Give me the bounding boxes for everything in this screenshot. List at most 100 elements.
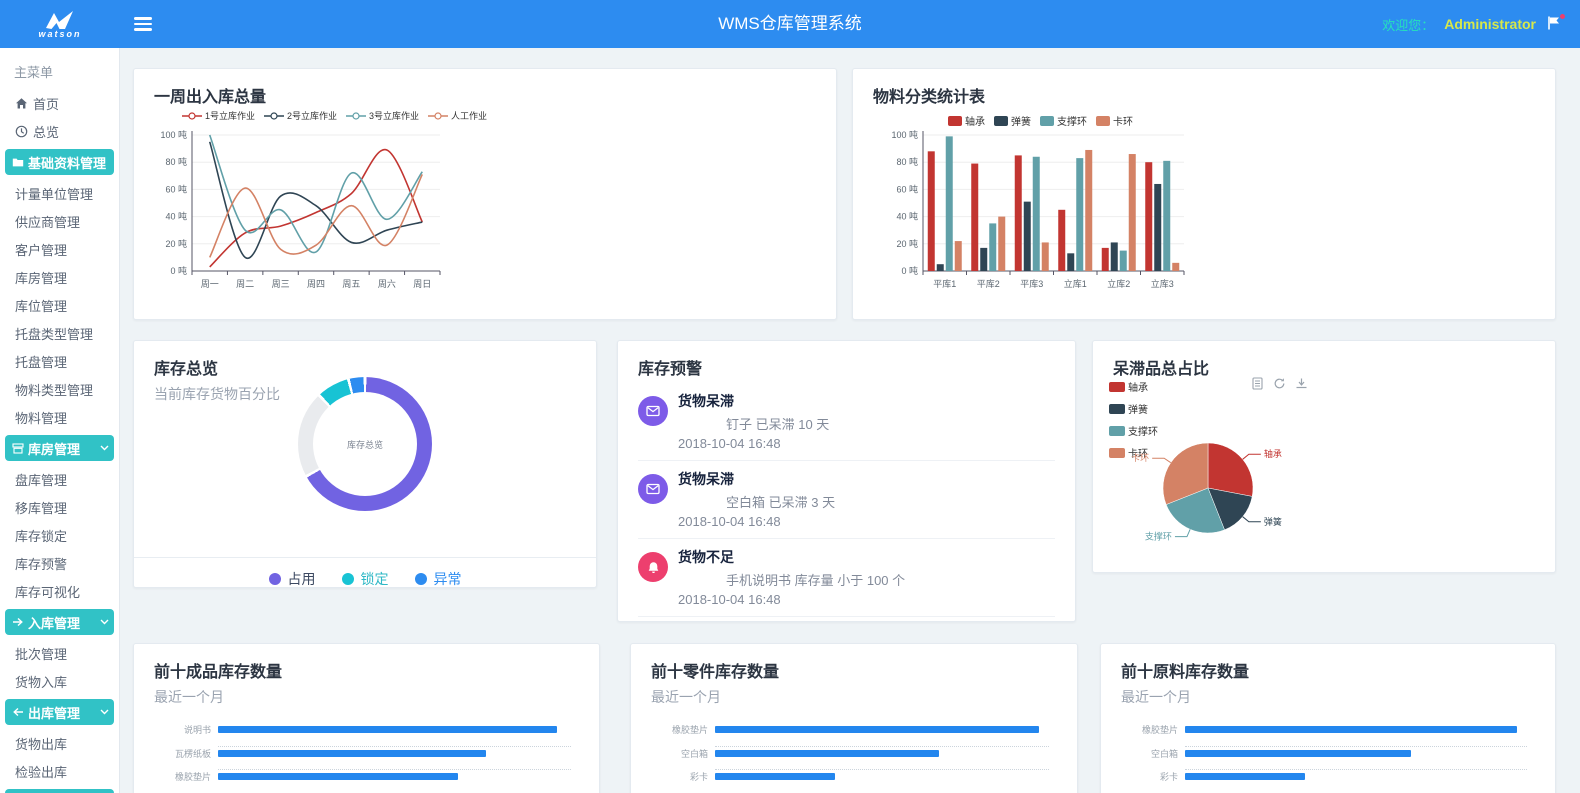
top-finished-title: 前十成品库存数量 <box>154 664 283 681</box>
weekly-io-line-chart: 0 吨 20 吨 40 吨 60 吨 80 吨 100 吨周一 周二 周三 周四 周五 周六 周日 <box>160 129 441 289</box>
legend-item-abnormal[interactable]: 异常 <box>414 569 462 587</box>
alert-title: 货物呆滞 <box>678 471 734 487</box>
abnormal-label: 异常 <box>433 571 462 587</box>
legend-swatch <box>1040 115 1054 126</box>
sidebar-item-next-section[interactable] <box>5 789 114 793</box>
hbar-row: 空白箱 <box>651 747 1057 770</box>
svg-text:立库1: 立库1 <box>1064 278 1087 289</box>
sidebar-item-outbound-section[interactable]: 出库管理 <box>5 699 114 725</box>
chevron-down-icon <box>100 709 109 715</box>
sidebar-item-material-mgmt[interactable]: 物料管理 <box>0 403 119 431</box>
sidebar-item-goods-inbound[interactable]: 货物入库 <box>0 667 119 695</box>
hbar-bar <box>1185 726 1517 733</box>
legend-label: 人工作业 <box>451 111 488 121</box>
sidebar-item-supplier-mgmt[interactable]: 供应商管理 <box>0 207 119 235</box>
svg-text:60 吨: 60 吨 <box>165 183 187 194</box>
legend-item[interactable]: 人工作业 <box>428 109 487 122</box>
mail-icon <box>638 474 668 504</box>
sidebar-item-label: 库存可视化 <box>15 584 81 600</box>
card-top-raw: 前十原料库存数量 最近一个月 橡胶垫片空白箱彩卡说明书 <box>1100 643 1556 793</box>
sidebar-item-check-outbound[interactable]: 检验出库 <box>0 757 119 785</box>
locked-label: 锁定 <box>360 571 389 587</box>
logo[interactable]: watson <box>0 0 120 48</box>
legend-item-occupied[interactable]: 占用 <box>268 569 316 587</box>
sidebar-item-move-mgmt[interactable]: 移库管理 <box>0 493 119 521</box>
sidebar-item-batch-mgmt[interactable]: 批次管理 <box>0 639 119 667</box>
legend-item[interactable]: 支撑环 <box>1109 423 1158 438</box>
sidebar-item-unit-mgmt[interactable]: 计量单位管理 <box>0 179 119 207</box>
legend-label: 弹簧 <box>1011 117 1031 128</box>
legend-item[interactable]: 弹簧 <box>994 113 1031 128</box>
sidebar-item-stock-lock[interactable]: 库存锁定 <box>0 521 119 549</box>
legend-item[interactable]: 轴承 <box>1109 379 1148 394</box>
legend-item[interactable]: 2号立库作业 <box>264 109 337 122</box>
restore-icon[interactable] <box>1273 377 1286 390</box>
svg-text:弹簧: 弹簧 <box>1264 516 1282 527</box>
legend-marker-icon <box>428 111 449 120</box>
sidebar-item-material-type-mgmt[interactable]: 物料类型管理 <box>0 375 119 403</box>
alert-timestamp: 2018-10-04 16:48 <box>678 514 781 529</box>
sidebar-item-base-data[interactable]: 基础资料管理 <box>5 149 114 175</box>
hbar-track <box>218 770 571 793</box>
legend-item[interactable]: 弹簧 <box>1109 401 1148 416</box>
legend-item[interactable]: 卡环 <box>1096 113 1133 128</box>
save-image-icon[interactable] <box>1295 377 1308 390</box>
hbar-row: 空白箱 <box>1121 747 1535 770</box>
top-parts-hbar-chart: 橡胶垫片空白箱彩卡说明书 <box>651 723 1057 793</box>
legend-item-locked[interactable]: 锁定 <box>341 569 389 587</box>
top-raw-title: 前十原料库存数量 <box>1121 664 1250 681</box>
legend-item[interactable]: 轴承 <box>948 113 985 128</box>
sidebar-item-home[interactable]: 首页 <box>0 89 119 117</box>
sidebar-item-stocktake-mgmt[interactable]: 盘库管理 <box>0 465 119 493</box>
hbar-track <box>715 747 1049 770</box>
data-view-icon[interactable] <box>1251 377 1264 390</box>
hbar-track <box>1185 723 1527 747</box>
sidebar-item-warehouse-room-mgmt[interactable]: 库房管理 <box>0 263 119 291</box>
legend-item[interactable]: 卡环 <box>1109 445 1148 460</box>
alert-detail: 钉子 已呆滞 10 天 <box>726 417 830 432</box>
username[interactable]: Administrator <box>1444 16 1536 32</box>
alert-title: 货物不足 <box>678 549 734 565</box>
inventory-alerts-title: 库存预警 <box>638 361 703 378</box>
sidebar-item-stock-alert[interactable]: 库存预警 <box>0 549 119 577</box>
sidebar-item-goods-outbound[interactable]: 货物出库 <box>0 729 119 757</box>
sidebar-item-label: 出库管理 <box>28 705 81 721</box>
hbar-row-label: 橡胶垫片 <box>671 725 708 735</box>
hbar-row-label: 空白箱 <box>680 748 708 759</box>
sidebar-item-pallet-mgmt[interactable]: 托盘管理 <box>0 347 119 375</box>
svg-text:平库1: 平库1 <box>933 278 956 289</box>
sidebar-item-warehouse-section[interactable]: 库房管理 <box>5 435 114 461</box>
legend-item[interactable]: 3号立库作业 <box>346 109 419 122</box>
sidebar-item-stock-visual[interactable]: 库存可视化 <box>0 577 119 605</box>
svg-text:轴承: 轴承 <box>1264 448 1282 459</box>
hamburger-menu-icon[interactable] <box>134 17 152 31</box>
stagnant-ratio-title: 呆滞品总占比 <box>1113 361 1210 378</box>
sidebar: 主菜单 首页 总览 基础资料管理 计量单位管理 供应商管理 客户管理 库房管理 库位管理 托盘类型… <box>0 48 120 793</box>
svg-text:卡环: 卡环 <box>1131 452 1149 463</box>
svg-text:40 吨: 40 吨 <box>165 211 187 222</box>
alarm-icon <box>638 552 668 582</box>
hbar-row: 瓦楞纸板 <box>154 747 579 770</box>
sidebar-item-overview[interactable]: 总览 <box>0 117 119 145</box>
hbar-bar <box>218 726 557 733</box>
box-icon <box>12 442 24 454</box>
legend-label: 3号立库作业 <box>369 111 420 121</box>
svg-text:平库2: 平库2 <box>977 278 1000 289</box>
sidebar-item-pallet-type-mgmt[interactable]: 托盘类型管理 <box>0 319 119 347</box>
sidebar-item-customer-mgmt[interactable]: 客户管理 <box>0 235 119 263</box>
alert-item: 货物不足 手机说明书 库存量 小于 100 个 2018-10-04 16:48 <box>638 539 1055 617</box>
inventory-overview-subtitle: 当前库存货物百分比 <box>154 386 280 402</box>
card-inventory-alerts: 库存预警 货物呆滞 钉子 已呆滞 10 天 2018-10-04 16:48 货物呆滞… <box>617 340 1076 622</box>
mail-icon <box>638 396 668 426</box>
sidebar-item-location-mgmt[interactable]: 库位管理 <box>0 291 119 319</box>
legend-item[interactable]: 1号立库作业 <box>182 109 255 122</box>
legend-item[interactable]: 支撑环 <box>1040 113 1087 128</box>
alert-list: 货物呆滞 钉子 已呆滞 10 天 2018-10-04 16:48 货物呆滞 空白箱 已… <box>638 383 1055 621</box>
sidebar-item-inbound-section[interactable]: 入库管理 <box>5 609 114 635</box>
weekly-io-legend: 1号立库作业 2号立库作业 3号立库作业 人工作业 <box>182 109 487 122</box>
svg-text:80 吨: 80 吨 <box>165 156 187 167</box>
notification-flag-icon[interactable] <box>1546 14 1565 33</box>
app-title: WMS仓库管理系统 <box>718 14 862 33</box>
hbar-row: 橡胶垫片 <box>1121 723 1535 747</box>
